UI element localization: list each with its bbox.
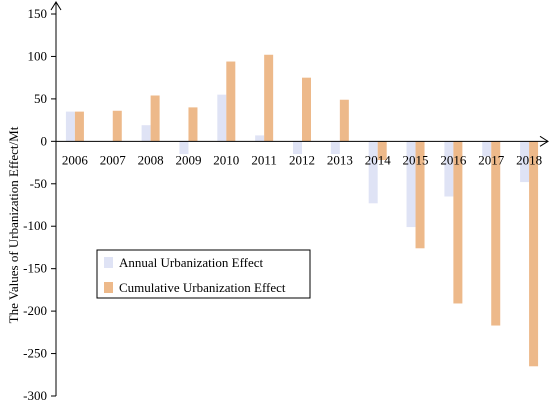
x-category-label: 2013: [327, 152, 353, 167]
cumulative-bar-2011: [264, 54, 274, 142]
annual-bar-2008: [141, 125, 151, 142]
y-axis-arrow: [50, 1, 62, 11]
x-category-label: 2006: [62, 152, 89, 167]
y-tick-label: -150: [23, 261, 47, 276]
cumulative-bar-2016: [453, 141, 463, 304]
legend-swatch-annual: [104, 257, 113, 268]
y-axis-title: The Values of Urbanization Effect/Mt: [6, 126, 21, 323]
annual-bar-2009: [179, 141, 189, 155]
x-axis-arrow: [539, 135, 549, 147]
annual-bar-2018: [520, 141, 530, 183]
x-category-label: 2009: [175, 152, 201, 167]
annual-bar-2014: [368, 141, 378, 204]
y-tick-label: -250: [23, 346, 47, 361]
cumulative-bar-2007: [112, 110, 122, 142]
labels-layer: 150 100 50 0 -50 -100 -150 -200 -250 -300 2006 2007…: [23, 6, 542, 403]
legend-label-cumulative: Cumulative Urbanization Effect: [119, 280, 286, 295]
annual-bar-2011: [255, 135, 265, 142]
annual-bar-2017: [482, 141, 492, 157]
cumulative-bar-2010: [226, 61, 236, 142]
cumulative-bar-2012: [302, 77, 311, 142]
cumulative-bar-2013: [339, 99, 349, 142]
legend-box: [96, 249, 311, 299]
y-tick-label: 150: [28, 6, 48, 21]
y-tick-label: 0: [41, 133, 48, 148]
x-category-label: 2018: [516, 152, 542, 167]
x-category-label: 2007: [100, 152, 127, 167]
y-tick-label: -200: [23, 303, 47, 318]
annual-bar-2013: [330, 141, 340, 155]
y-tick-label: 100: [28, 48, 48, 63]
cumulative-bar-2014: [377, 141, 387, 161]
x-category-label: 2010: [213, 152, 239, 167]
y-tick-label: 50: [34, 91, 47, 106]
legend-label-annual: Annual Urbanization Effect: [119, 255, 264, 270]
annual-bar-2010: [217, 94, 227, 142]
annual-bar-2015: [406, 141, 416, 228]
legend: Annual Urbanization Effect Cumulative Urb…: [96, 249, 311, 299]
cumulative-bar-2018: [529, 141, 539, 367]
x-category-label: 2011: [251, 152, 277, 167]
axes-layer: [50, 1, 549, 397]
annual-bar-2012: [293, 141, 302, 155]
y-tick-label: -300: [23, 388, 47, 403]
cumulative-bar-2017: [491, 141, 501, 326]
annual-bar-2006: [65, 111, 75, 142]
x-category-label: 2008: [138, 152, 164, 167]
bars-layer: [65, 54, 539, 367]
x-category-label: 2016: [440, 152, 467, 167]
cumulative-bar-2006: [74, 111, 84, 142]
x-category-label: 2012: [289, 152, 315, 167]
annual-bar-2016: [444, 141, 454, 197]
y-tick-label: -100: [23, 218, 47, 233]
x-category-label: 2017: [478, 152, 505, 167]
legend-swatch-cumulative: [104, 282, 113, 293]
cumulative-bar-2009: [188, 107, 198, 142]
x-category-label: 2015: [403, 152, 429, 167]
y-tick-label: -50: [30, 176, 47, 191]
x-category-label: 2014: [365, 152, 392, 167]
cumulative-bar-2015: [415, 141, 425, 249]
cumulative-bar-2008: [150, 95, 160, 142]
